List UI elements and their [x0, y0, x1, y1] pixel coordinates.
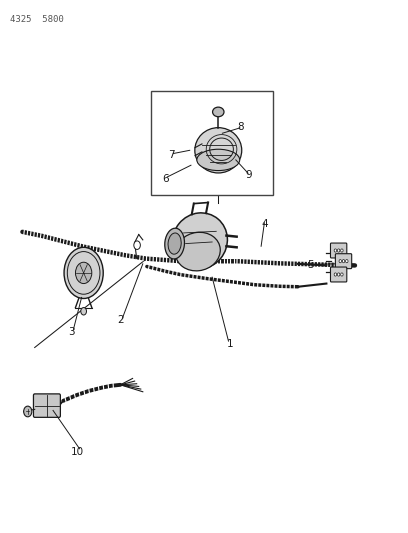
Text: 9: 9 — [246, 170, 252, 180]
Text: 6: 6 — [162, 174, 169, 183]
FancyBboxPatch shape — [33, 394, 60, 417]
Circle shape — [337, 273, 340, 276]
Circle shape — [346, 260, 348, 263]
Ellipse shape — [175, 232, 220, 271]
Circle shape — [334, 273, 337, 276]
FancyBboxPatch shape — [335, 254, 352, 269]
FancyBboxPatch shape — [330, 267, 347, 282]
Circle shape — [339, 260, 341, 263]
Ellipse shape — [197, 149, 239, 171]
Ellipse shape — [173, 213, 227, 269]
Circle shape — [75, 262, 92, 284]
Text: 5: 5 — [307, 261, 313, 270]
Ellipse shape — [213, 107, 224, 117]
Circle shape — [24, 406, 32, 417]
Circle shape — [337, 249, 340, 252]
Circle shape — [334, 249, 337, 252]
Bar — [151, 91, 273, 195]
FancyBboxPatch shape — [330, 243, 347, 258]
Text: 10: 10 — [71, 447, 84, 457]
Text: 7: 7 — [168, 150, 175, 159]
Circle shape — [64, 247, 103, 298]
Text: 4325  5800: 4325 5800 — [10, 15, 64, 24]
Ellipse shape — [165, 228, 184, 259]
Circle shape — [342, 260, 345, 263]
Circle shape — [341, 249, 343, 252]
Text: 2: 2 — [117, 315, 124, 325]
Circle shape — [134, 241, 140, 249]
Circle shape — [341, 273, 343, 276]
Ellipse shape — [195, 128, 242, 173]
Text: 4: 4 — [262, 219, 268, 229]
Text: 3: 3 — [68, 327, 75, 336]
Text: 8: 8 — [237, 122, 244, 132]
Text: 1: 1 — [227, 339, 234, 349]
Ellipse shape — [168, 233, 181, 254]
Circle shape — [81, 308, 86, 315]
